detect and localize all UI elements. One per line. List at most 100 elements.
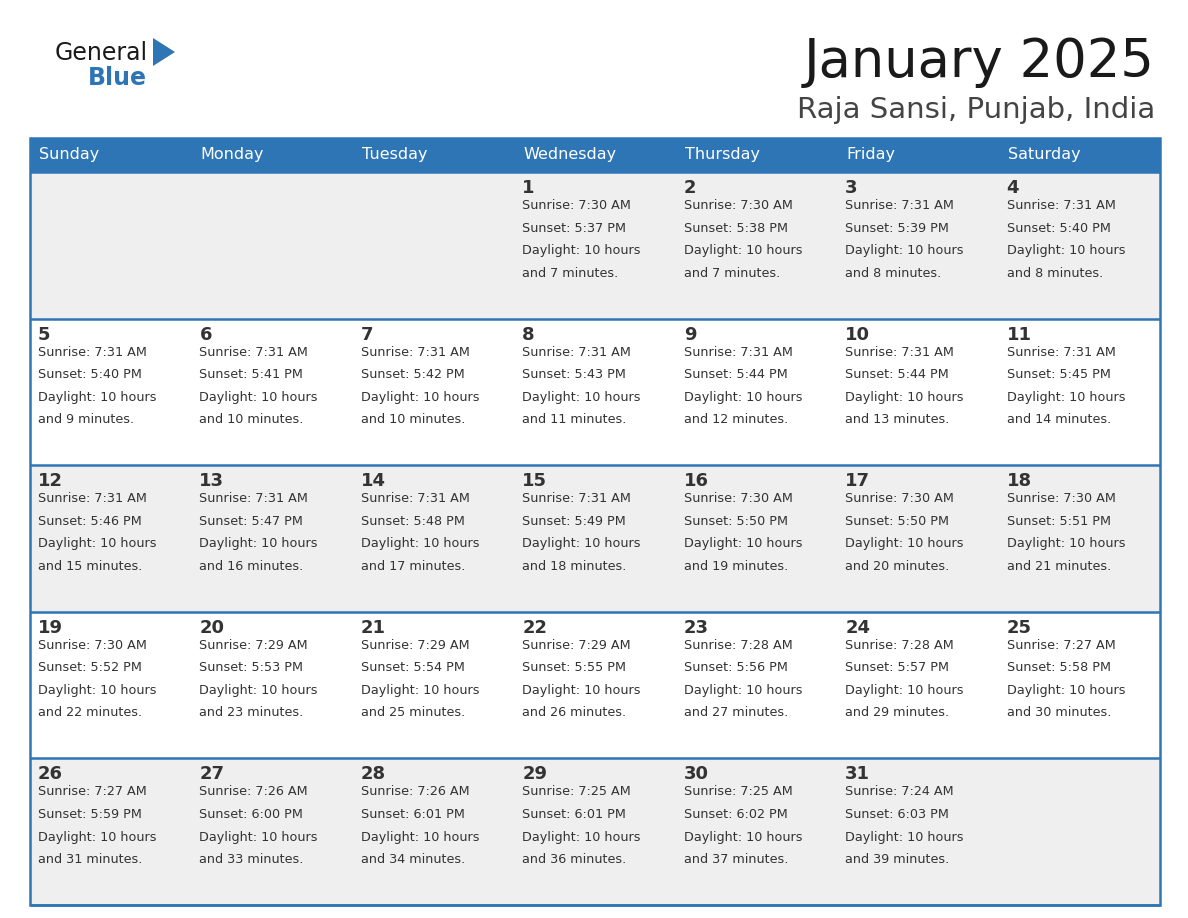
Text: Daylight: 10 hours: Daylight: 10 hours — [1006, 391, 1125, 404]
Text: and 7 minutes.: and 7 minutes. — [523, 266, 619, 280]
Text: Sunset: 5:40 PM: Sunset: 5:40 PM — [1006, 221, 1111, 235]
Text: Sunset: 5:44 PM: Sunset: 5:44 PM — [845, 368, 949, 381]
Text: and 27 minutes.: and 27 minutes. — [684, 707, 788, 720]
Bar — [353, 758, 514, 905]
Text: Sunrise: 7:31 AM: Sunrise: 7:31 AM — [200, 492, 309, 505]
Bar — [676, 319, 838, 465]
Text: Sunset: 6:00 PM: Sunset: 6:00 PM — [200, 808, 303, 821]
Text: Sunset: 5:59 PM: Sunset: 5:59 PM — [38, 808, 141, 821]
Text: Sunset: 5:38 PM: Sunset: 5:38 PM — [684, 221, 788, 235]
Text: Sunset: 5:49 PM: Sunset: 5:49 PM — [523, 515, 626, 528]
Text: and 9 minutes.: and 9 minutes. — [38, 413, 134, 426]
Text: 31: 31 — [845, 766, 870, 783]
Bar — [999, 138, 1159, 172]
Bar — [999, 611, 1159, 758]
Text: and 37 minutes.: and 37 minutes. — [684, 853, 788, 866]
Bar — [191, 319, 353, 465]
Text: 5: 5 — [38, 326, 51, 343]
Bar — [838, 465, 999, 611]
Text: Sunset: 5:47 PM: Sunset: 5:47 PM — [200, 515, 303, 528]
Text: and 20 minutes.: and 20 minutes. — [845, 560, 949, 573]
Text: Sunrise: 7:31 AM: Sunrise: 7:31 AM — [361, 492, 469, 505]
Text: Friday: Friday — [846, 148, 895, 162]
Text: and 33 minutes.: and 33 minutes. — [200, 853, 304, 866]
Text: Daylight: 10 hours: Daylight: 10 hours — [38, 537, 157, 550]
Text: Sunrise: 7:31 AM: Sunrise: 7:31 AM — [200, 345, 309, 359]
Text: Sunset: 5:56 PM: Sunset: 5:56 PM — [684, 661, 788, 675]
Text: 27: 27 — [200, 766, 225, 783]
Bar — [999, 319, 1159, 465]
Bar — [514, 172, 676, 319]
Text: Blue: Blue — [88, 66, 147, 90]
Text: and 34 minutes.: and 34 minutes. — [361, 853, 466, 866]
Bar — [30, 138, 1159, 905]
Text: 8: 8 — [523, 326, 535, 343]
Bar — [353, 611, 514, 758]
Text: 13: 13 — [200, 472, 225, 490]
Text: 22: 22 — [523, 619, 548, 637]
Text: Daylight: 10 hours: Daylight: 10 hours — [684, 244, 802, 257]
Text: 2: 2 — [684, 179, 696, 197]
Bar — [838, 611, 999, 758]
Text: Sunset: 5:41 PM: Sunset: 5:41 PM — [200, 368, 303, 381]
Text: and 31 minutes.: and 31 minutes. — [38, 853, 143, 866]
Text: Sunrise: 7:31 AM: Sunrise: 7:31 AM — [38, 345, 147, 359]
Text: Sunday: Sunday — [39, 148, 100, 162]
Text: Daylight: 10 hours: Daylight: 10 hours — [684, 831, 802, 844]
Text: 23: 23 — [684, 619, 709, 637]
Text: 25: 25 — [1006, 619, 1031, 637]
Bar — [838, 758, 999, 905]
Bar — [999, 172, 1159, 319]
Bar — [676, 138, 838, 172]
Text: 30: 30 — [684, 766, 709, 783]
Text: and 10 minutes.: and 10 minutes. — [200, 413, 304, 426]
Text: Sunset: 5:42 PM: Sunset: 5:42 PM — [361, 368, 465, 381]
Text: and 39 minutes.: and 39 minutes. — [845, 853, 949, 866]
Text: Sunrise: 7:31 AM: Sunrise: 7:31 AM — [1006, 199, 1116, 212]
Bar — [999, 758, 1159, 905]
Text: Daylight: 10 hours: Daylight: 10 hours — [361, 391, 479, 404]
Text: 17: 17 — [845, 472, 870, 490]
Text: 7: 7 — [361, 326, 373, 343]
Text: Sunrise: 7:24 AM: Sunrise: 7:24 AM — [845, 786, 954, 799]
Text: Sunrise: 7:31 AM: Sunrise: 7:31 AM — [361, 345, 469, 359]
Text: Monday: Monday — [201, 148, 264, 162]
Text: and 13 minutes.: and 13 minutes. — [845, 413, 949, 426]
Text: Sunset: 5:48 PM: Sunset: 5:48 PM — [361, 515, 465, 528]
Text: Sunset: 5:39 PM: Sunset: 5:39 PM — [845, 221, 949, 235]
Text: 26: 26 — [38, 766, 63, 783]
Text: Wednesday: Wednesday — [523, 148, 617, 162]
Text: Sunrise: 7:25 AM: Sunrise: 7:25 AM — [523, 786, 631, 799]
Bar — [353, 319, 514, 465]
Text: and 15 minutes.: and 15 minutes. — [38, 560, 143, 573]
Bar — [676, 611, 838, 758]
Text: Sunset: 5:50 PM: Sunset: 5:50 PM — [684, 515, 788, 528]
Text: Sunrise: 7:30 AM: Sunrise: 7:30 AM — [38, 639, 147, 652]
Text: Sunrise: 7:28 AM: Sunrise: 7:28 AM — [845, 639, 954, 652]
Text: Sunrise: 7:27 AM: Sunrise: 7:27 AM — [38, 786, 147, 799]
Text: Sunrise: 7:30 AM: Sunrise: 7:30 AM — [1006, 492, 1116, 505]
Text: Sunset: 5:50 PM: Sunset: 5:50 PM — [845, 515, 949, 528]
Text: Sunset: 5:40 PM: Sunset: 5:40 PM — [38, 368, 141, 381]
Text: Sunrise: 7:29 AM: Sunrise: 7:29 AM — [523, 639, 631, 652]
Text: Daylight: 10 hours: Daylight: 10 hours — [845, 537, 963, 550]
Text: Sunrise: 7:30 AM: Sunrise: 7:30 AM — [684, 492, 792, 505]
Text: Daylight: 10 hours: Daylight: 10 hours — [684, 537, 802, 550]
Text: 1: 1 — [523, 179, 535, 197]
Text: Daylight: 10 hours: Daylight: 10 hours — [523, 684, 640, 697]
Text: Daylight: 10 hours: Daylight: 10 hours — [523, 391, 640, 404]
Text: and 8 minutes.: and 8 minutes. — [845, 266, 941, 280]
Text: and 16 minutes.: and 16 minutes. — [200, 560, 304, 573]
Bar — [676, 758, 838, 905]
Text: Daylight: 10 hours: Daylight: 10 hours — [200, 537, 318, 550]
Bar — [514, 465, 676, 611]
Text: and 10 minutes.: and 10 minutes. — [361, 413, 466, 426]
Text: Sunset: 5:55 PM: Sunset: 5:55 PM — [523, 661, 626, 675]
Text: Daylight: 10 hours: Daylight: 10 hours — [1006, 684, 1125, 697]
Text: and 7 minutes.: and 7 minutes. — [684, 266, 781, 280]
Text: 6: 6 — [200, 326, 211, 343]
Text: and 17 minutes.: and 17 minutes. — [361, 560, 466, 573]
Text: January 2025: January 2025 — [804, 36, 1155, 88]
Text: and 30 minutes.: and 30 minutes. — [1006, 707, 1111, 720]
Text: and 23 minutes.: and 23 minutes. — [200, 707, 304, 720]
